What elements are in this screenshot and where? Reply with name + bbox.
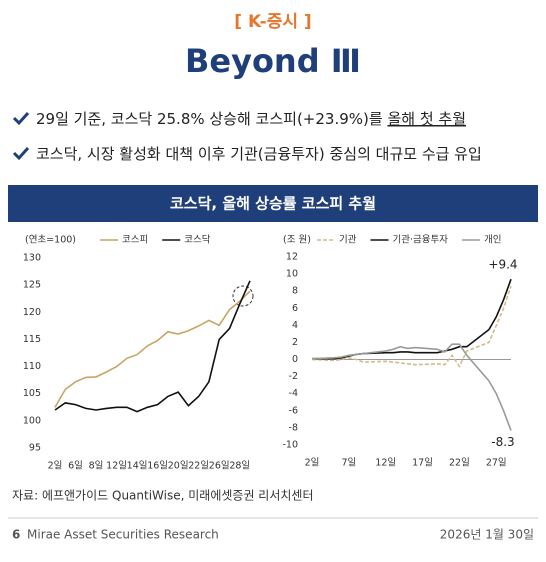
- x-tick-label: 16일: [147, 461, 168, 472]
- legend-label: 개인: [484, 235, 501, 246]
- legend-label: 코스닥: [184, 235, 210, 246]
- x-tick-label: 17일: [412, 458, 433, 469]
- x-tick-label: 6일: [68, 461, 83, 472]
- panel-title: 코스닥, 올해 상승률 코스피 추월: [170, 195, 376, 213]
- bullet-text: 코스닥, 시장 활성화 대책 이후 기관(금융투자) 중심의 대규모 수급 유입: [36, 145, 482, 163]
- y-tick-label: 130: [23, 253, 41, 264]
- x-tick-label: 7일: [341, 458, 356, 469]
- x-tick-label: 2일: [305, 458, 320, 469]
- x-tick-label: 22일: [188, 461, 209, 472]
- source: 자료: 에프앤가이드 QuantiWise, 미래에셋증권 리서치센터: [12, 489, 314, 503]
- y-tick-label: 8: [292, 286, 298, 297]
- x-tick-label: 27일: [486, 458, 507, 469]
- y-tick-label: -2: [289, 371, 298, 382]
- y-tick-label: 2: [292, 337, 298, 348]
- y-tick-label: -6: [289, 405, 298, 416]
- x-tick-label: 14일: [127, 461, 148, 472]
- x-tick-label: 26일: [209, 461, 230, 472]
- data-label: +9.4: [488, 258, 517, 272]
- page-title: Beyond Ⅲ: [185, 42, 361, 80]
- y-tick-label: -8: [289, 422, 298, 433]
- y-tick-label: 105: [23, 388, 41, 399]
- x-tick-label: 2일: [48, 461, 63, 472]
- bullet: 29일 기준, 코스닥 25.8% 상승해 코스피(+23.9%)를 올해 첫 …: [36, 110, 466, 128]
- y-tick-label: 0: [292, 354, 298, 365]
- series-line: [311, 343, 512, 431]
- page-number: 6: [12, 528, 20, 542]
- series-line: [54, 280, 251, 413]
- y-tick-label: 12: [286, 252, 298, 263]
- data-label: -8.3: [491, 435, 514, 449]
- y-tick-label: 115: [23, 334, 41, 345]
- footer-date: 2026년 1월 30일: [440, 528, 534, 542]
- legend-label: 기관: [339, 235, 357, 246]
- y-tick-label: -10: [282, 440, 298, 451]
- y-tick-label: 6: [292, 303, 298, 314]
- bullet-underline: 올해 첫 추월: [387, 110, 466, 128]
- series-line: [311, 285, 512, 369]
- x-tick-label: 28일: [229, 461, 250, 472]
- section-tag: [ K-증시 ]: [234, 12, 311, 32]
- x-tick-label: 20일: [168, 461, 189, 472]
- x-tick-label: 12일: [106, 461, 127, 472]
- series-line: [54, 290, 251, 408]
- panel-header: [8, 185, 538, 222]
- x-tick-label: 8일: [89, 461, 104, 472]
- bullet-text: 29일 기준, 코스닥 25.8% 상승해 코스피(+23.9%)를: [36, 110, 387, 128]
- x-tick-label: 22일: [449, 458, 470, 469]
- highlight-circle: [232, 285, 254, 307]
- y-tick-label: 95: [29, 443, 41, 454]
- y-tick-label: 100: [23, 415, 41, 426]
- y-tick-label: 120: [23, 307, 41, 318]
- y-axis-label: (조 원): [283, 235, 311, 246]
- y-axis-label: (연초=100): [25, 235, 76, 246]
- y-tick-label: 10: [286, 269, 298, 280]
- legend-label: 코스피: [122, 235, 148, 246]
- footer-brand: Mirae Asset Securities Research: [27, 528, 219, 542]
- check-icon: [12, 111, 30, 126]
- y-tick-label: -4: [289, 388, 298, 399]
- y-tick-label: 110: [23, 361, 41, 372]
- legend-label: 기관·금융투자: [392, 235, 448, 246]
- x-tick-label: 12일: [375, 458, 396, 469]
- check-icon: [12, 146, 30, 161]
- bullet: 코스닥, 시장 활성화 대책 이후 기관(금융투자) 중심의 대규모 수급 유입: [36, 145, 482, 163]
- y-tick-label: 4: [292, 320, 298, 331]
- y-tick-label: 125: [23, 280, 41, 291]
